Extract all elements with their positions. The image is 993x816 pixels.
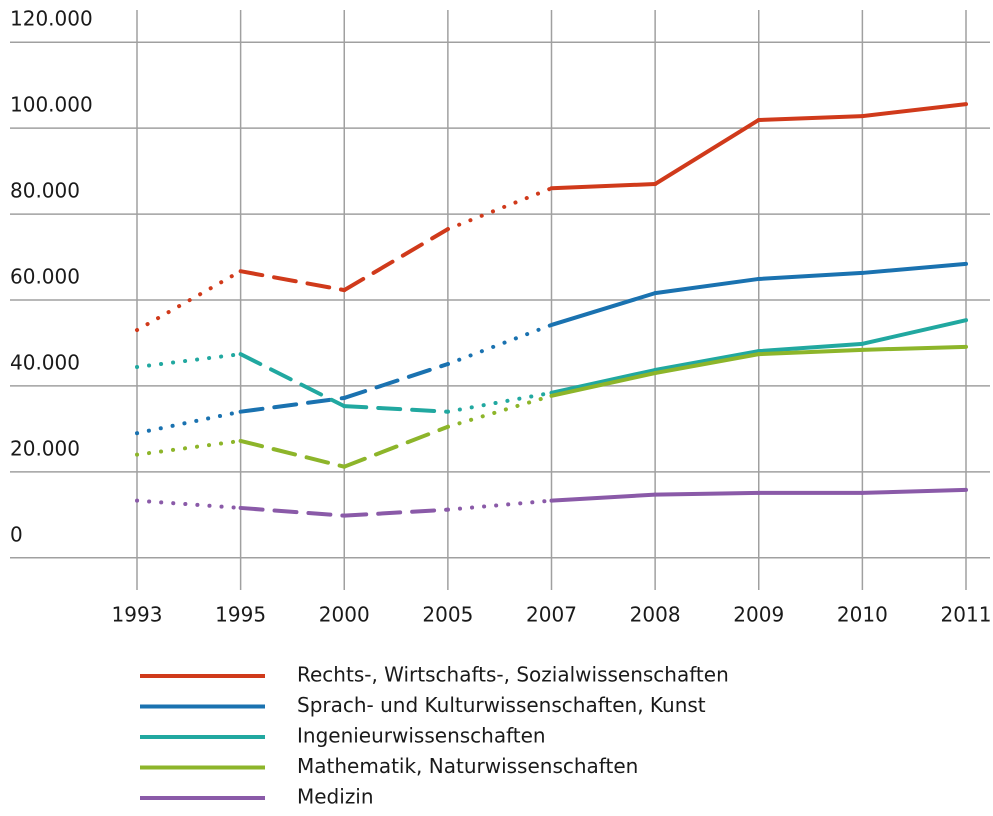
line-segment: [860, 261, 968, 275]
y-tick-label: 100.000: [10, 93, 93, 117]
y-tick-label: 60.000: [10, 265, 80, 289]
line-segment: [653, 276, 761, 296]
line-segment: [238, 438, 347, 469]
line-segment: [238, 352, 347, 409]
legend-label: Medizin: [297, 785, 374, 809]
line-segment: [342, 507, 450, 518]
line-segment: [135, 409, 243, 436]
line-segment: [549, 368, 658, 395]
line-segment: [549, 291, 658, 327]
y-tick-label: 120.000: [10, 7, 93, 31]
line-segment: [342, 227, 450, 293]
line-segment: [756, 341, 865, 354]
line-segment: [135, 269, 243, 333]
line-segment: [860, 487, 968, 495]
line-segment: [860, 318, 968, 346]
line-segment: [238, 395, 347, 414]
line-segment: [135, 352, 243, 370]
x-tick-label: 2008: [630, 603, 681, 627]
line-segment: [756, 347, 865, 357]
y-tick-label: 20.000: [10, 436, 80, 460]
line-segment: [653, 349, 761, 373]
y-tick-label: 0: [10, 522, 23, 546]
line-segment: [342, 404, 450, 414]
line-segment: [860, 102, 968, 119]
line-segment: [756, 114, 865, 122]
x-tick-label: 1993: [112, 603, 163, 627]
line-segment: [238, 269, 347, 293]
line-segment: [549, 492, 658, 503]
x-tick-label: 2009: [733, 603, 784, 627]
line-segment: [445, 322, 554, 367]
line-segment: [135, 498, 243, 510]
x-tick-label: 2007: [526, 603, 577, 627]
line-segment: [342, 362, 450, 400]
legend-label: Ingenieurwissenschaften: [297, 724, 546, 748]
line-segment: [653, 352, 761, 376]
y-tick-label: 40.000: [10, 350, 80, 374]
line-segment: [342, 424, 450, 469]
line-segment: [549, 371, 658, 398]
legend-label: Rechts-, Wirtschafts-, Sozialwissenschaf…: [297, 663, 729, 687]
legend-label: Mathematik, Naturwissenschaften: [297, 754, 638, 778]
x-tick-label: 2011: [941, 603, 992, 627]
x-tick-label: 1995: [215, 603, 266, 627]
line-segment: [653, 117, 761, 186]
x-tick-label: 2010: [837, 603, 888, 627]
line-segment: [445, 390, 554, 414]
line-segment: [445, 186, 554, 232]
line-segment: [549, 182, 658, 191]
line-segment: [653, 490, 761, 497]
legend-label: Sprach- und Kulturwissenschaften, Kunst: [297, 693, 706, 717]
line-segment: [135, 438, 243, 457]
line-segment: [756, 270, 865, 281]
line-segment: [860, 344, 968, 352]
line-segment: [445, 393, 554, 429]
line-segment: [238, 505, 347, 518]
x-tick-label: 2000: [319, 603, 370, 627]
y-tick-label: 80.000: [10, 179, 80, 203]
line-segment: [445, 498, 554, 512]
x-tick-label: 2005: [422, 603, 473, 627]
